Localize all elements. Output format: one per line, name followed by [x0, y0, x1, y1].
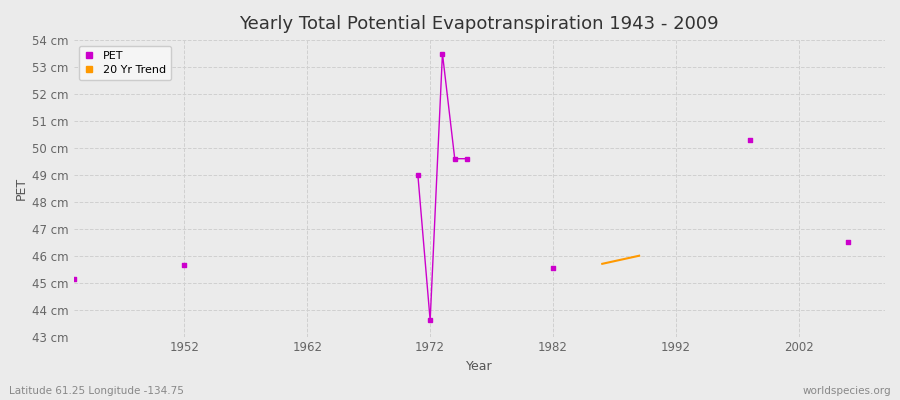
Point [177, 262, 192, 268]
Legend: PET, 20 Yr Trend: PET, 20 Yr Trend [79, 46, 171, 80]
Title: Yearly Total Potential Evapotranspiration 1943 - 2009: Yearly Total Potential Evapotranspiratio… [239, 15, 719, 33]
Point [546, 265, 561, 271]
Point [67, 276, 81, 282]
Text: worldspecies.org: worldspecies.org [803, 386, 891, 396]
X-axis label: Year: Year [466, 360, 492, 373]
Text: Latitude 61.25 Longitude -134.75: Latitude 61.25 Longitude -134.75 [9, 386, 184, 396]
Point [841, 239, 855, 246]
Point [742, 137, 757, 143]
Y-axis label: PET: PET [15, 177, 28, 200]
